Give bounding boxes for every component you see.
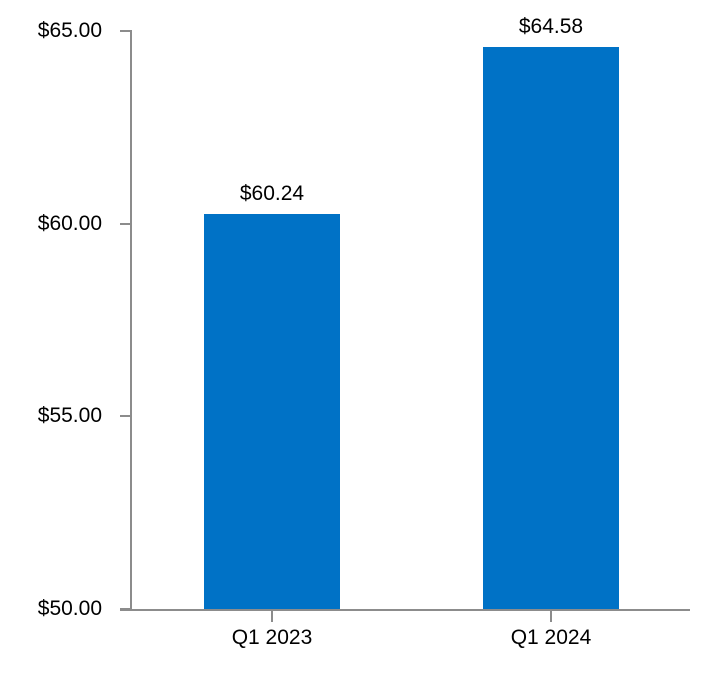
x-axis-label: Q1 2024	[510, 626, 592, 649]
x-tick-mark	[271, 611, 273, 622]
bar-value-label: $60.24	[239, 182, 305, 205]
bar-value-label: $64.58	[518, 15, 584, 38]
bar	[483, 47, 619, 609]
y-tick-mark	[120, 30, 132, 32]
y-tick-label: $60.00	[37, 212, 102, 235]
y-tick-label: $55.00	[37, 404, 102, 427]
y-tick-mark	[120, 415, 132, 417]
x-axis	[120, 609, 690, 611]
x-tick-mark	[550, 611, 552, 622]
bar	[204, 214, 340, 609]
y-tick-label: $65.00	[37, 19, 102, 42]
y-tick-label: $50.00	[37, 597, 102, 620]
y-tick-mark	[120, 608, 132, 610]
x-axis-label: Q1 2023	[231, 626, 313, 649]
y-axis	[130, 31, 132, 611]
y-tick-mark	[120, 223, 132, 225]
